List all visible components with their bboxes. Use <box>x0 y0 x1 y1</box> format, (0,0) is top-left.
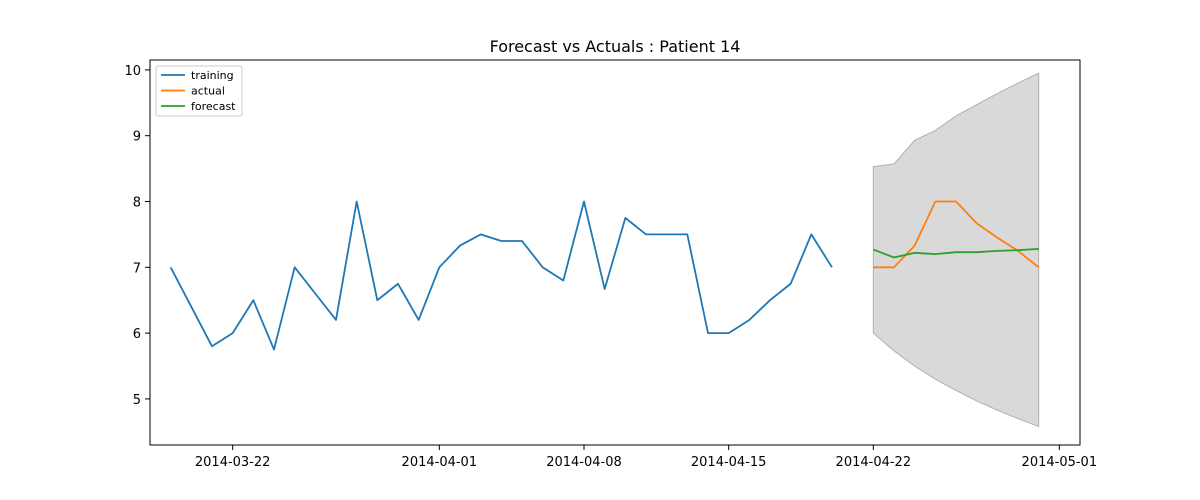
legend-label-training: training <box>191 69 234 82</box>
y-tick-label: 5 <box>133 393 141 408</box>
y-tick-label: 7 <box>133 261 141 276</box>
series-line-forecast <box>873 247 1039 259</box>
x-tick-label: 2014-04-22 <box>836 455 912 470</box>
series-line-actual <box>873 200 1040 269</box>
x-tick-label: 2014-05-01 <box>1022 455 1098 470</box>
legend-label-forecast: forecast <box>191 100 236 113</box>
x-tick-label: 2014-04-01 <box>402 455 478 470</box>
legend: training actual forecast <box>155 65 243 117</box>
chart-title: Forecast vs Actuals : Patient 14 <box>490 37 741 56</box>
y-tick-label: 8 <box>133 195 141 210</box>
x-tick-label: 2014-04-08 <box>546 455 622 470</box>
series-line-training <box>169 200 833 351</box>
x-tick-label: 2014-03-22 <box>195 455 271 470</box>
confidence-band-layer <box>872 72 1040 428</box>
plot-frame <box>149 59 1081 446</box>
legend-box <box>155 65 243 117</box>
confidence-band <box>872 72 1040 428</box>
x-axis: 2014-03-22 2014-04-01 2014-04-08 2014-04-15… <box>195 445 1097 470</box>
legend-label-actual: actual <box>191 85 225 98</box>
y-tick-label: 10 <box>124 64 141 79</box>
y-tick-label: 6 <box>133 327 141 342</box>
series-layer <box>169 200 1040 351</box>
y-axis: 5 6 7 8 9 10 <box>124 64 150 408</box>
x-tick-label: 2014-04-15 <box>691 455 767 470</box>
y-tick-label: 9 <box>133 130 141 145</box>
